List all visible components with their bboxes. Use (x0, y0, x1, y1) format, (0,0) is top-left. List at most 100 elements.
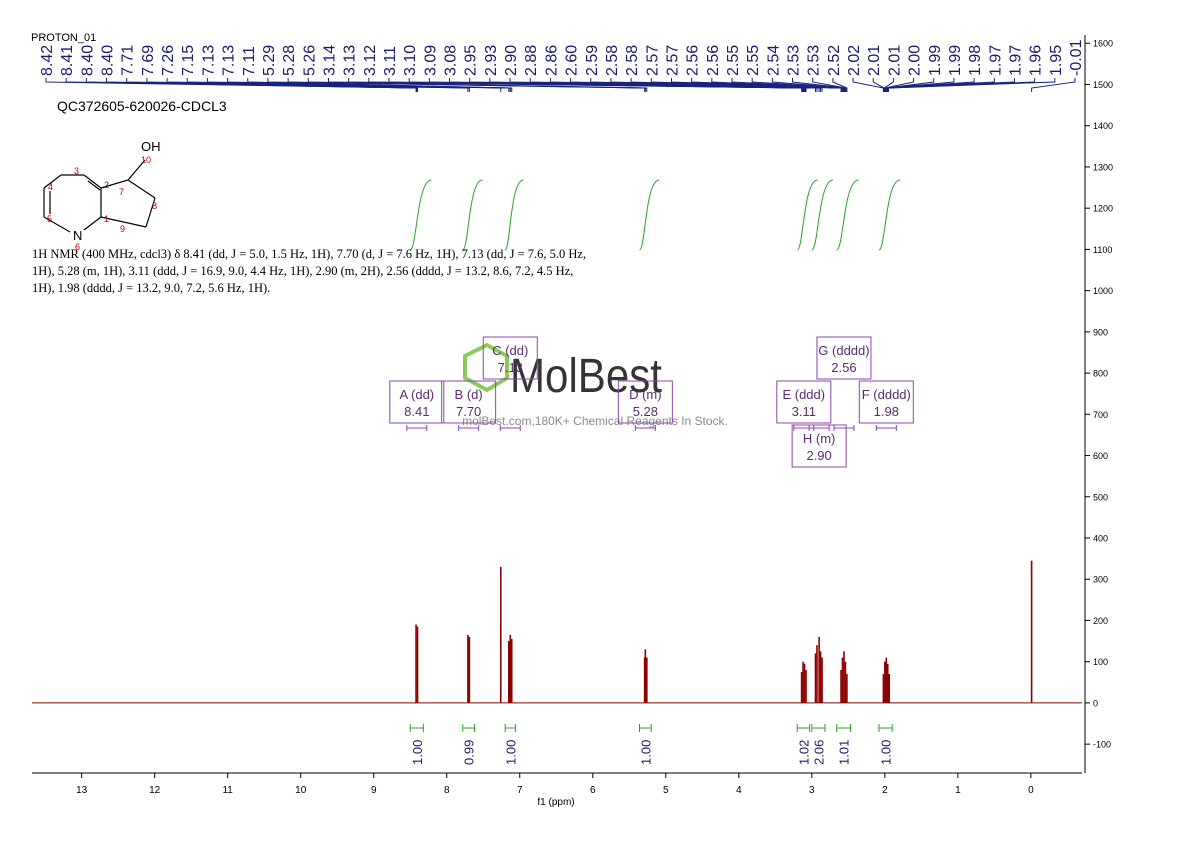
x-axis-label: f1 (ppm) (537, 797, 574, 808)
multiplet-box (482, 336, 538, 380)
y-tick-label: 1500 (1093, 80, 1113, 90)
peak-label: 7.15 (180, 45, 197, 76)
y-tick-label: 700 (1093, 410, 1108, 420)
peak-label: 2.53 (806, 45, 823, 76)
peak-label: 2.01 (886, 45, 903, 76)
peak-label: 2.00 (907, 45, 924, 76)
peak-leader (885, 78, 975, 92)
atom-number: 6 (75, 242, 80, 252)
peak-leader (872, 78, 885, 92)
atom-number: 10 (141, 155, 151, 165)
peak-label: 3.12 (362, 45, 379, 76)
nmr-description: 1H NMR (400 MHz, cdcl3) δ 8.41 (dd, J = … (32, 247, 587, 295)
integral-curve (639, 179, 660, 251)
peak-label: 2.58 (624, 45, 641, 76)
integral-bracket (639, 724, 652, 732)
peak-label: 2.01 (866, 45, 883, 76)
peak-label: 2.55 (745, 45, 762, 76)
peak-label: 7.13 (221, 45, 238, 76)
multiplet-range (634, 425, 656, 431)
peak-leader (852, 78, 884, 92)
peak-label: 2.57 (664, 45, 681, 76)
atom-label: OH (141, 139, 161, 154)
y-tick-label: 1200 (1093, 204, 1113, 214)
peak-label: 5.28 (281, 45, 298, 76)
multiplet-name: G (dddd) (818, 343, 869, 358)
peak-leader (307, 78, 648, 92)
peak-label: 2.58 (604, 45, 621, 76)
peak-label: 2.53 (786, 45, 803, 76)
structure (43, 159, 156, 233)
watermark: MolBest molBest.com,180K+ Chemical Reage… (462, 342, 728, 428)
peak-label: 2.88 (523, 45, 540, 76)
peak-label: 8.40 (79, 45, 96, 76)
peak-label: 3.09 (422, 45, 439, 76)
atom-number: 1 (104, 214, 109, 224)
y-tick-label: -100 (1093, 740, 1111, 750)
x-tick-label: 0 (1028, 785, 1034, 796)
peak-label: 3.14 (321, 45, 338, 76)
watermark-brand: MolBest (510, 350, 662, 403)
x-tick-label: 9 (371, 785, 377, 796)
multiplet-shift: 3.11 (792, 404, 816, 419)
peak-label: 8.42 (39, 45, 56, 76)
peak-label: 7.11 (241, 46, 258, 76)
x-tick-label: 4 (736, 785, 742, 796)
multiplet-box (791, 424, 847, 468)
multiplet-box (441, 380, 497, 424)
peak-label: 1.99 (947, 45, 964, 76)
peak-label: 7.71 (120, 45, 137, 76)
atom-labels: OH 10 3 2 7 8 4 5 1 9 N 6 (47, 139, 161, 252)
integral-bracket (878, 724, 893, 732)
peak-label: 3.13 (342, 45, 359, 76)
integral-label: 1.00 (503, 740, 518, 765)
integral-curve (504, 179, 524, 251)
peak-leader (1031, 78, 1076, 92)
y-tick-label: 1300 (1093, 162, 1113, 172)
peak-label: 8.41 (59, 45, 76, 76)
multiplet-range (833, 425, 855, 431)
multiplet-shift: 2.56 (831, 360, 856, 375)
integral-bracket (836, 724, 852, 732)
peak-leader (751, 78, 846, 92)
integral-label: 2.06 (811, 740, 826, 765)
y-tick-label: 800 (1093, 369, 1108, 379)
integral-curve (796, 179, 818, 251)
peak-label: 3.08 (443, 45, 460, 76)
multiplet-name: H (m) (803, 431, 836, 446)
multiplet-range (406, 425, 428, 431)
integral-bracket (796, 724, 811, 732)
x-tick-label: 12 (149, 785, 161, 796)
peak-label: 2.57 (644, 45, 661, 76)
peak-label: 2.95 (463, 45, 480, 76)
y-tick-label: 600 (1093, 451, 1108, 461)
watermark-logo (463, 342, 509, 393)
integral-curve (878, 179, 901, 251)
multiplet-box (389, 380, 445, 424)
atom-number: 3 (74, 166, 79, 176)
peak-label: 7.13 (200, 45, 217, 76)
x-tick-label: 1 (955, 785, 961, 796)
atom-number: 2 (104, 180, 109, 190)
integral-bracket (811, 724, 826, 732)
y-tick-label: 1400 (1093, 121, 1113, 131)
y-tick-label: 1600 (1093, 39, 1113, 49)
x-tick-label: 2 (882, 785, 888, 796)
multiplet-name: C (dd) (492, 343, 528, 358)
multiplet-name: D (m) (629, 387, 662, 402)
integral-label: 1.00 (879, 740, 894, 765)
integral-label: 1.02 (796, 740, 811, 765)
watermark-tagline: molBest.com,180K+ Chemical Reagents In S… (462, 414, 728, 428)
atom-number: 8 (152, 201, 157, 211)
peak-label: 1.97 (1007, 45, 1024, 76)
peak-label: 2.60 (564, 45, 581, 76)
multiplet-box (776, 380, 832, 424)
y-tick-label: 1000 (1093, 286, 1113, 296)
y-tick-label: 0 (1093, 698, 1098, 708)
atom-number: 4 (48, 182, 53, 192)
multiplet-box (617, 380, 673, 424)
y-tick-label: 200 (1093, 616, 1108, 626)
multiplet-shift: 1.98 (874, 404, 899, 419)
atom-number: 5 (47, 214, 52, 224)
